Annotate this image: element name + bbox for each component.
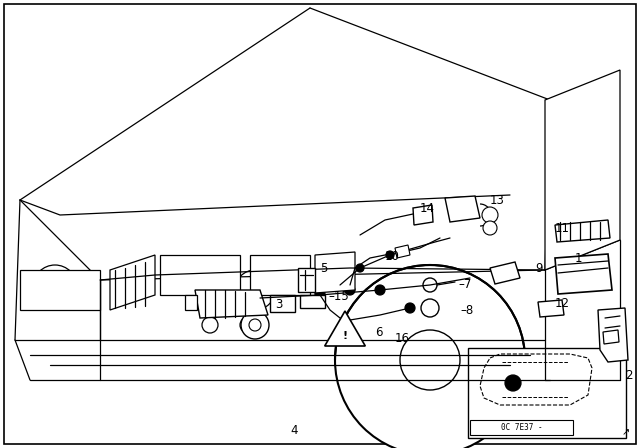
Circle shape [249,319,261,331]
Text: 1: 1 [575,251,582,264]
Polygon shape [445,196,480,222]
Circle shape [33,265,77,309]
Polygon shape [538,300,564,317]
Circle shape [356,264,364,272]
Text: 5: 5 [320,262,328,275]
Text: –8: –8 [460,303,473,316]
Circle shape [500,268,510,278]
Circle shape [240,317,256,333]
Circle shape [421,299,439,317]
Bar [470,420,573,435]
Circle shape [423,278,437,292]
Polygon shape [298,268,315,292]
Circle shape [483,221,497,235]
Text: 3: 3 [275,297,282,310]
Circle shape [241,311,269,339]
Polygon shape [395,245,410,258]
Polygon shape [160,255,240,295]
Text: 6: 6 [375,326,383,339]
Circle shape [375,285,385,295]
Bar [468,348,626,438]
Text: 11: 11 [555,221,570,234]
Polygon shape [490,262,520,284]
Text: 0C 7E37 -: 0C 7E37 - [500,423,542,432]
Circle shape [345,285,355,295]
Polygon shape [545,70,620,270]
Text: 12: 12 [555,297,570,310]
Polygon shape [598,308,628,362]
Circle shape [202,317,218,333]
Polygon shape [20,270,100,310]
Circle shape [235,270,275,310]
Polygon shape [195,290,268,318]
Text: ↗: ↗ [622,427,630,437]
Polygon shape [315,252,355,293]
Polygon shape [185,295,197,310]
Text: 4: 4 [290,423,298,436]
Circle shape [315,289,325,299]
Circle shape [482,207,498,223]
Circle shape [335,265,525,448]
Polygon shape [270,295,295,312]
Text: 10: 10 [385,250,400,263]
Circle shape [400,330,460,390]
Text: –7: –7 [458,277,472,290]
Text: 16: 16 [395,332,410,345]
Text: !: ! [342,331,348,341]
Text: 14: 14 [420,202,435,215]
Polygon shape [555,220,610,242]
Polygon shape [250,255,310,295]
Text: 9: 9 [535,262,543,275]
Polygon shape [300,295,325,308]
Circle shape [505,375,521,391]
Circle shape [405,303,415,313]
Text: 2: 2 [625,369,632,382]
Text: 13: 13 [490,194,505,207]
Circle shape [386,251,394,259]
Polygon shape [110,255,155,310]
Polygon shape [413,205,433,225]
Polygon shape [555,254,612,294]
Polygon shape [324,311,365,346]
Polygon shape [603,330,619,344]
Text: –15: –15 [328,289,349,302]
